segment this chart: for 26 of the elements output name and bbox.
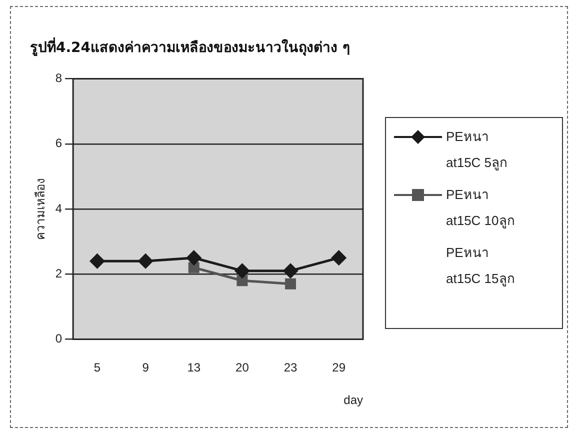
point [285,278,296,290]
point [188,262,200,274]
legend-label: PEหนา at15C 5ลูก [446,128,508,172]
point [283,264,298,278]
point [90,254,104,268]
x-tick-label: 29 [332,360,346,375]
y-tick-label: 8 [55,71,62,86]
chart-title: รูปที่4.24แสดงค่าความเหลืองของมะนาวในถุงต่าง ๆ [30,37,350,56]
point [186,250,202,266]
y-tick-label: 4 [55,201,62,216]
y-tick-label: 6 [55,136,62,150]
point [234,264,250,278]
point [332,250,346,266]
text: PEหนา at15C 15ลูก [446,244,515,288]
y-tick-label: 0 [55,332,62,346]
x-tick-label: 13 [187,360,201,375]
y-tick-label: 2 [55,266,62,280]
point [236,275,248,286]
point [138,254,153,268]
x-tick-label: 23 [284,360,298,375]
x-tick-label: 9 [142,360,150,375]
x-axis-title: day [344,393,363,408]
legend-label: PEหนา at15C 10ลูก [446,186,515,230]
x-tick-label: 20 [236,360,250,375]
y-axis-title: ความเหลือง [33,178,48,240]
x-tick-label: 5 [94,360,101,375]
